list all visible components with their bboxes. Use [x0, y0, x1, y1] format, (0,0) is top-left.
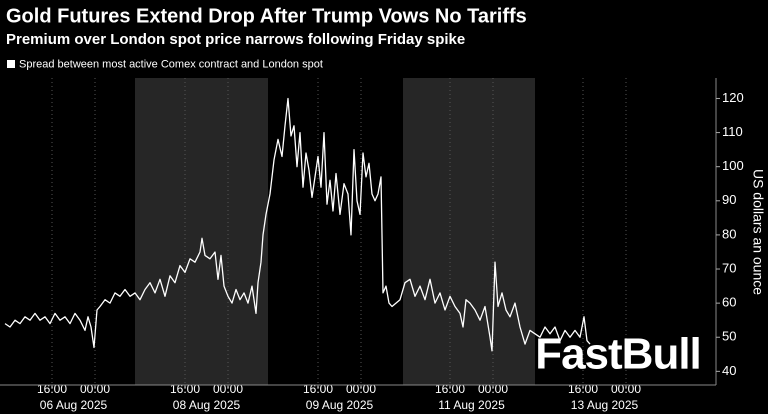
- x-tick-label: 16:00: [170, 382, 200, 396]
- y-tick-label: 50: [722, 329, 736, 344]
- x-tick-label: 16:00: [303, 382, 333, 396]
- x-tick-label: 00:00: [213, 382, 243, 396]
- x-tick-label: 00:00: [478, 382, 508, 396]
- x-tick-label: 00:00: [80, 382, 110, 396]
- y-tick-label: 60: [722, 295, 736, 310]
- y-tick-label: 110: [722, 124, 743, 139]
- shaded-band: [135, 78, 268, 385]
- shaded-band: [403, 78, 535, 385]
- x-date-label: 09 Aug 2025: [306, 398, 374, 412]
- x-tick-label: 16:00: [37, 382, 67, 396]
- y-tick-label: 80: [722, 226, 736, 241]
- x-date-label: 13 Aug 2025: [571, 398, 639, 412]
- x-date-label: 08 Aug 2025: [173, 398, 241, 412]
- y-tick-label: 90: [722, 192, 736, 207]
- watermark: FastBull: [535, 330, 701, 379]
- legend-swatch: [7, 60, 15, 68]
- y-tick-label: 120: [722, 90, 744, 105]
- x-date-label: 11 Aug 2025: [438, 398, 505, 412]
- y-tick-label: 40: [722, 363, 736, 378]
- x-date-label: 06 Aug 2025: [40, 398, 108, 412]
- x-tick-label: 16:00: [568, 382, 598, 396]
- y-axis-title: US dollars an ounce: [750, 169, 766, 295]
- y-tick-label: 70: [722, 260, 736, 275]
- legend-label: Spread between most active Comex contrac…: [19, 58, 323, 70]
- y-tick-label: 100: [722, 158, 744, 173]
- data-line: [4, 97, 591, 352]
- x-tick-label: 00:00: [346, 382, 376, 396]
- chart-title: Gold Futures Extend Drop After Trump Vow…: [6, 5, 527, 27]
- x-tick-label: 16:00: [435, 382, 465, 396]
- x-tick-label: 00:00: [611, 382, 641, 396]
- chart-subtitle: Premium over London spot price narrows f…: [6, 31, 465, 48]
